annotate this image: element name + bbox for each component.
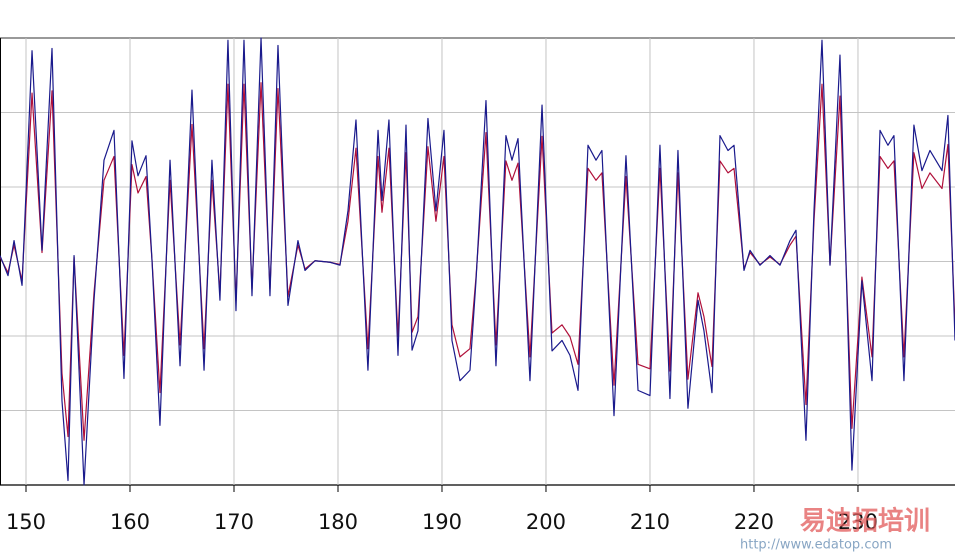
x-tick-label: 230 xyxy=(838,510,878,534)
x-tick-label: 170 xyxy=(214,510,254,534)
x-tick-label: 220 xyxy=(734,510,774,534)
x-tick-label: 210 xyxy=(630,510,670,534)
watermark-title: 易迪拓培训 xyxy=(800,507,930,537)
signal-line xyxy=(0,37,955,486)
x-tick-label: 160 xyxy=(110,510,150,534)
watermark-url: http://www.edatop.com xyxy=(740,538,892,553)
x-tick-label: 150 xyxy=(6,510,46,534)
x-tick-label: 180 xyxy=(318,510,358,534)
x-tick-label: 200 xyxy=(526,510,566,534)
x-tick-label: 190 xyxy=(422,510,462,534)
